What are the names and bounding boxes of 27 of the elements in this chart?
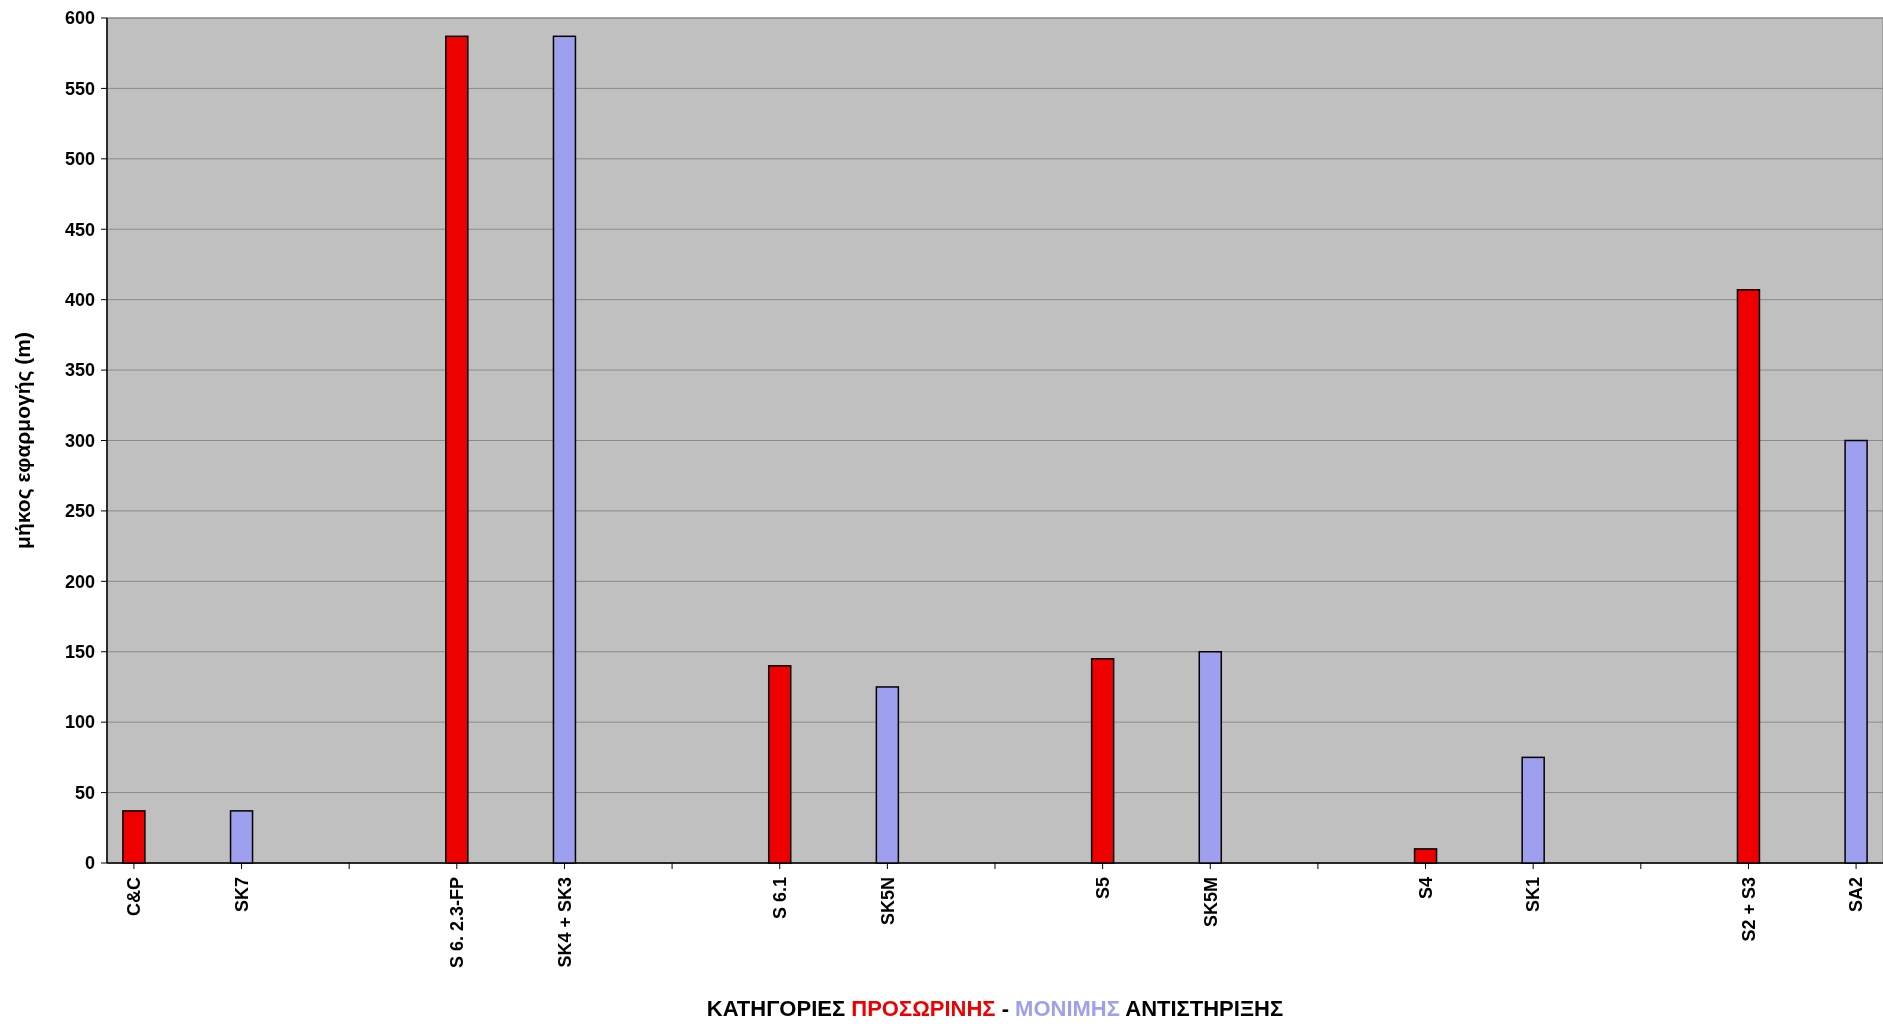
y-tick-label: 500 (64, 149, 95, 170)
x-tick-label: S5 (1092, 877, 1113, 900)
x-tick-label: S 6. 2.3-FP (447, 877, 468, 969)
y-tick-label: 400 (64, 289, 95, 310)
x-tick-label: S2 + S3 (1738, 877, 1759, 942)
x-tick-label: S4 (1415, 877, 1436, 900)
y-tick-label: 600 (64, 8, 95, 29)
y-tick-label: 200 (64, 571, 95, 592)
x-tick-label: SK5N (877, 877, 898, 926)
y-tick-label: 550 (64, 78, 95, 99)
x-tick-label: S 6.1 (770, 877, 791, 920)
y-tick-label: 300 (64, 430, 95, 451)
x-tick-label: SK4 + SK3 (554, 877, 575, 968)
y-tick-label: 0 (84, 853, 95, 874)
y-tick-label: 250 (64, 501, 95, 522)
x-axis-title: ΚΑΤΗΓΟΡΙΕΣ ΠΡΟΣΩΡΙΝΗΣ - ΜΟΝΙΜΗΣ ΑΝΤΙΣΤΗΡΙΞΗΣ (706, 996, 1284, 1021)
y-tick-label: 100 (64, 712, 95, 733)
y-axis-title: μήκος εφαρμογής (m) (11, 332, 35, 549)
y-tick-label: 350 (64, 360, 95, 381)
x-tick-label: SK7 (231, 877, 252, 913)
x-tick-label: SK5M (1200, 877, 1221, 928)
y-tick-label: 450 (64, 219, 95, 240)
x-tick-label: SK1 (1523, 877, 1544, 913)
y-tick-label: 50 (74, 782, 95, 803)
x-tick-label: SA2 (1846, 877, 1867, 913)
y-tick-label: 150 (64, 642, 95, 663)
x-tick-label: C&C (124, 877, 145, 916)
